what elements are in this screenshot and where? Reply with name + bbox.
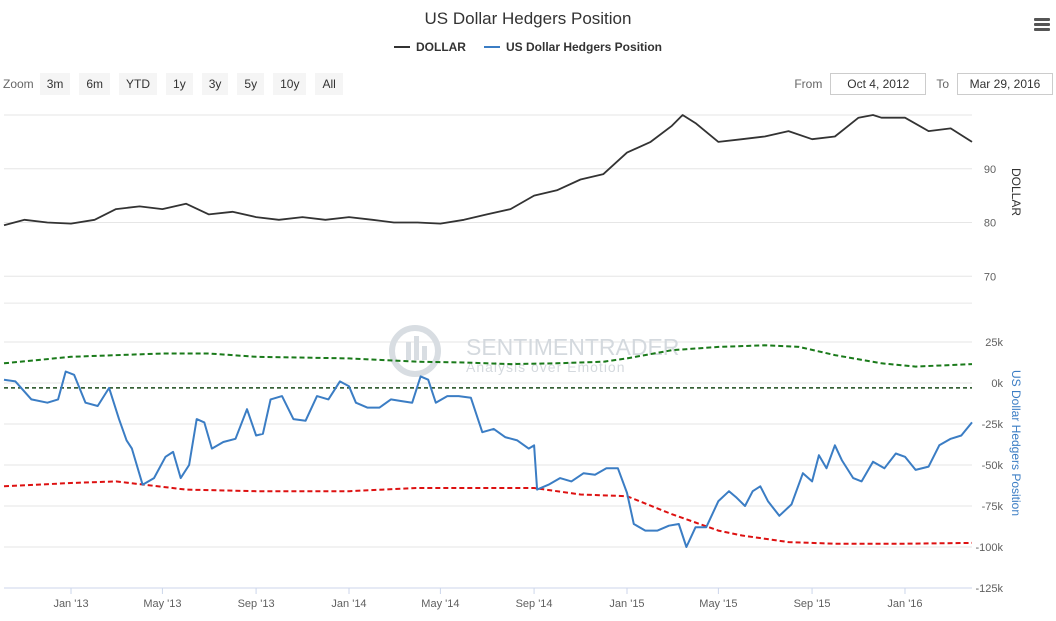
x-tick-label: Sep '13 xyxy=(238,598,275,610)
x-tick-label: May '14 xyxy=(421,598,459,610)
to-label: To xyxy=(936,77,949,91)
from-label: From xyxy=(794,77,823,91)
zoom-5y-button[interactable]: 5y xyxy=(237,73,265,95)
dollar-y-tick-label: 70 xyxy=(984,271,996,283)
zoom-10y-button[interactable]: 10y xyxy=(273,73,307,95)
x-tick-label: Sep '15 xyxy=(794,598,831,610)
zoom-1y-button[interactable]: 1y xyxy=(166,73,193,95)
lower-band-line xyxy=(3,480,973,545)
watermark-logo-icon xyxy=(389,325,441,377)
zoom-label: Zoom xyxy=(3,77,34,91)
series-layer xyxy=(3,114,973,548)
dollar-axis-title: DOLLAR xyxy=(1009,168,1023,216)
to-date-input[interactable]: Mar 29, 2016 xyxy=(957,73,1053,95)
zoom-3m-button[interactable]: 3m xyxy=(39,73,71,95)
upper-band-line xyxy=(3,344,973,368)
zoom-3y-button[interactable]: 3y xyxy=(201,73,229,95)
zoom-bar: Zoom 3m 6m YTD 1y 3y 5y 10y All xyxy=(3,73,352,95)
x-tick-label: Jan '15 xyxy=(609,598,644,610)
x-tick-label: Jan '13 xyxy=(53,598,88,610)
hedgers-y-tick-label: 25k xyxy=(985,337,1003,349)
x-tick-label: Jan '16 xyxy=(887,598,922,610)
zoom-6m-button[interactable]: 6m xyxy=(79,73,111,95)
hedgers-axis-title: US Dollar Hedgers Position xyxy=(1009,370,1023,516)
x-tick-label: Sep '14 xyxy=(516,598,553,610)
x-tick-label: May '13 xyxy=(143,598,181,610)
date-range: From Oct 4, 2012 To Mar 29, 2016 xyxy=(784,73,1053,95)
dollar-series-line xyxy=(3,114,973,227)
axes-layer: 70 80 90 -125k -100k -75k -50k -25k 0k 25k Jan '13… xyxy=(4,164,1003,610)
legend-swatch-dollar xyxy=(393,46,410,48)
zoom-ytd-button[interactable]: YTD xyxy=(119,73,158,95)
hedgers-y-tick-label: 0k xyxy=(991,378,1003,390)
hedgers-y-tick-label: -75k xyxy=(982,501,1004,513)
watermark: SENTIMENTRADER Analysis over Emotion xyxy=(389,325,679,377)
legend-label-dollar: DOLLAR xyxy=(415,40,466,54)
x-tick-label: Jan '14 xyxy=(331,598,366,610)
legend-item-hedgers[interactable]: US Dollar Hedgers Position xyxy=(483,40,663,54)
hedgers-y-tick-label: -50k xyxy=(982,460,1004,472)
dollar-y-tick-label: 80 xyxy=(984,218,996,230)
zoom-all-button[interactable]: All xyxy=(315,73,343,95)
chart-title: US Dollar Hedgers Position xyxy=(424,9,632,28)
hedgers-y-tick-label: -25k xyxy=(982,419,1004,431)
watermark-line2: Analysis over Emotion xyxy=(466,359,626,375)
legend-label-hedgers: US Dollar Hedgers Position xyxy=(505,40,663,54)
hamburger-menu-icon[interactable] xyxy=(1034,18,1050,32)
grid-lines xyxy=(4,114,972,548)
dollar-y-tick-label: 90 xyxy=(984,164,996,176)
hedgers-y-tick-label: -125k xyxy=(975,583,1003,595)
hedgers-series-line xyxy=(3,370,973,548)
legend: DOLLAR US Dollar Hedgers Position xyxy=(0,40,1056,54)
watermark-line1: SENTIMENTRADER xyxy=(466,334,679,360)
from-date-input[interactable]: Oct 4, 2012 xyxy=(830,73,927,95)
x-tick-label: May '15 xyxy=(699,598,737,610)
hedgers-y-tick-label: -100k xyxy=(975,542,1003,554)
legend-swatch-hedgers xyxy=(483,46,500,48)
legend-item-dollar[interactable]: DOLLAR xyxy=(393,40,466,54)
